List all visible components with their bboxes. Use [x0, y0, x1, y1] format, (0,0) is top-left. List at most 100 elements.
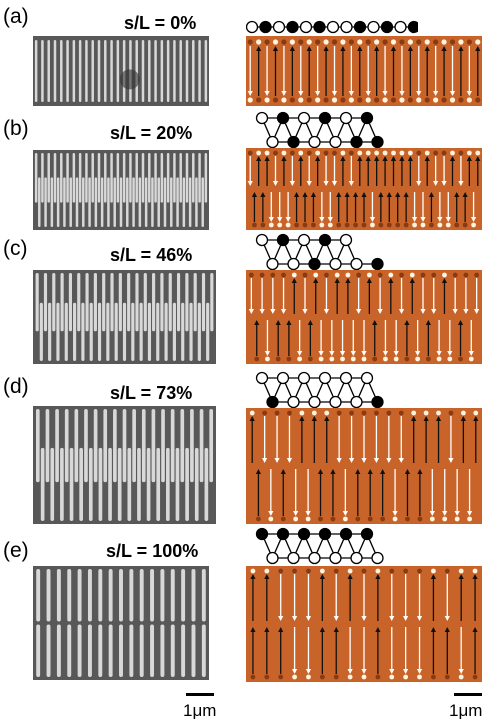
nanomagnet-bar-top — [34, 153, 38, 203]
spin-dot-filled — [318, 233, 332, 247]
spin-dot-empty — [329, 135, 342, 149]
mfm-image-b — [246, 148, 482, 230]
nanomagnet-bar-top — [129, 569, 134, 622]
mfm-pole — [336, 410, 342, 416]
nanomagnet-bar-bottom — [117, 447, 122, 521]
arrow-head — [448, 458, 454, 463]
spin-dot-empty — [350, 395, 363, 409]
mfm-pole — [264, 568, 270, 574]
mfm-pole — [280, 516, 286, 522]
arrow-head — [430, 627, 437, 632]
nanomagnet-bar-bottom — [106, 302, 110, 361]
nanomagnet-bar-top — [150, 569, 155, 622]
nanomagnet-bar — [141, 40, 145, 102]
mfm-pole — [441, 97, 447, 103]
mfm-pole — [256, 39, 262, 45]
mfm-pole — [305, 516, 311, 522]
mfm-pole — [357, 150, 363, 156]
arrow-head — [382, 91, 388, 96]
spin-dot-empty — [266, 257, 279, 271]
mfm-background — [246, 36, 482, 106]
arrow-head — [297, 351, 303, 356]
nanomagnet-bar-bottom — [132, 177, 135, 227]
nanomagnet-bar — [47, 40, 50, 102]
arrow-head — [407, 156, 413, 161]
nanomagnet-bar — [85, 40, 88, 102]
mfm-pole — [403, 222, 409, 228]
arrow-head — [361, 616, 367, 621]
nanomagnet-bar-bottom — [60, 447, 64, 521]
nanomagnet-bar-top — [204, 153, 208, 203]
arrow-head — [278, 616, 284, 621]
mfm-pole — [285, 222, 291, 228]
nanomagnet-bar-top — [191, 569, 196, 622]
arrow-head — [377, 309, 383, 314]
nanomagnet-bar-bottom — [147, 302, 152, 361]
mfm-pole — [441, 39, 447, 45]
nanomagnet-bar-top — [201, 273, 206, 332]
nanomagnet-bar-bottom — [40, 447, 45, 521]
mfm-pole — [361, 410, 367, 416]
mfm-pole — [292, 568, 297, 574]
spin-dot-empty — [287, 257, 300, 271]
arrow-head — [319, 627, 325, 632]
mfm-pole — [289, 97, 295, 103]
mfm-pole — [452, 272, 458, 278]
arrow-head — [390, 156, 397, 161]
ratio-label-b: s/L = 20% — [110, 123, 193, 143]
mfm-pole — [355, 516, 361, 522]
mfm-pole — [386, 410, 392, 416]
arrow-head — [472, 627, 478, 632]
nanomagnet-bar-bottom — [73, 302, 77, 361]
nanomagnet-bar-top — [91, 153, 94, 203]
nanomagnet-bar-bottom — [151, 177, 154, 227]
arrow-head — [369, 217, 376, 222]
arrow-head — [286, 458, 293, 463]
nanomagnet-bar-bottom — [197, 302, 201, 361]
arrow-head — [474, 309, 480, 314]
arrow-head — [307, 320, 313, 325]
mfm-pole — [270, 272, 276, 278]
arrow-head — [361, 351, 367, 356]
arrow-head — [305, 616, 312, 621]
sem-image-b — [33, 150, 209, 230]
nanomagnet-bar-bottom — [164, 302, 168, 361]
arrow-head — [323, 46, 329, 51]
arrow-head — [386, 192, 392, 197]
arrow-head — [386, 458, 392, 463]
arrow-head — [264, 574, 270, 579]
nanomagnet-bar-top — [97, 153, 101, 203]
mfm-pole — [449, 97, 456, 103]
spin-dot-empty — [297, 111, 311, 125]
arrow-head — [251, 192, 258, 197]
mfm-pole — [458, 568, 464, 574]
mfm-pole — [306, 150, 312, 156]
arrow-head — [433, 181, 439, 186]
nanomagnet-bar-bottom — [94, 177, 98, 227]
nanomagnet-bar — [173, 40, 176, 102]
arrow-head — [398, 458, 404, 463]
arrow-head — [305, 669, 312, 674]
nanomagnet-bar-bottom — [144, 177, 148, 227]
arrow-head — [416, 181, 422, 186]
mfm-pole — [247, 150, 253, 156]
nanomagnet-bar-bottom — [75, 177, 79, 227]
spin-dot-empty — [297, 371, 311, 385]
nanomagnet-bar-top — [180, 409, 185, 483]
mfm-pole — [433, 150, 439, 156]
mfm-pole — [264, 150, 270, 156]
nanomagnet-bar-bottom — [39, 302, 43, 361]
nanomagnet-bar-bottom — [113, 177, 116, 227]
nanomagnet-bar-top — [170, 569, 175, 622]
mfm-pole — [254, 356, 260, 362]
mfm-pole — [302, 272, 308, 278]
mfm-pole — [444, 674, 450, 680]
arrow-head — [268, 511, 274, 516]
arrow-head — [348, 181, 354, 186]
arrow-head — [345, 278, 351, 283]
mfm-pole — [375, 568, 381, 574]
nanomagnet-bar-bottom — [81, 302, 85, 361]
arrow-head — [289, 46, 295, 51]
arrow-head — [420, 309, 426, 314]
mfm-pole — [348, 97, 354, 103]
